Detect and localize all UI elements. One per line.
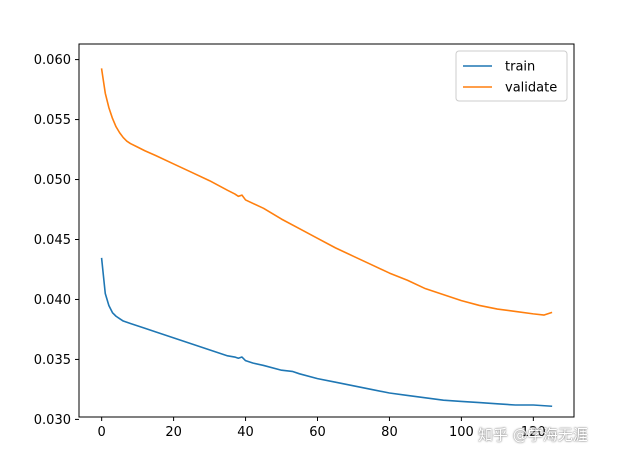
plot-frame (78, 43, 575, 418)
x-tick-label: 100 (449, 425, 474, 440)
legend: train validate (455, 50, 568, 102)
x-tick-label: 0 (98, 425, 106, 440)
y-tick-label: 0.045 (34, 233, 71, 248)
series-line-validate (100, 68, 553, 316)
y-tick-label: 0.055 (34, 113, 71, 128)
watermark-text: 知乎 @学海无涯 (478, 426, 588, 444)
x-tick-label: 120 (521, 425, 546, 440)
x-tick-label: 80 (381, 425, 398, 440)
y-tick-label: 0.050 (34, 173, 71, 188)
legend-label-validate: validate (505, 81, 557, 96)
legend-label-train: train (505, 60, 535, 75)
y-tick-label: 0.030 (34, 413, 71, 428)
x-tick-label: 60 (309, 425, 326, 440)
y-tick-label: 0.060 (34, 53, 71, 68)
y-tick-label: 0.040 (34, 293, 71, 308)
x-tick-label: 20 (165, 425, 182, 440)
x-tick-label: 40 (237, 425, 254, 440)
y-tick-label: 0.035 (34, 353, 71, 368)
series-line-train (100, 257, 553, 408)
legend-box (455, 50, 568, 102)
